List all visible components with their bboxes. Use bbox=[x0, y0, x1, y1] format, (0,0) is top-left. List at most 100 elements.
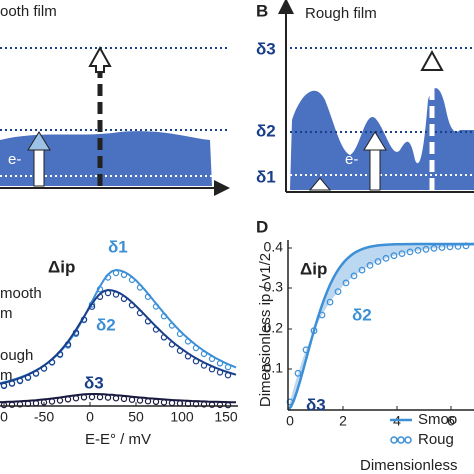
legend-text: Smoo bbox=[418, 411, 457, 428]
panel-label: D bbox=[256, 217, 268, 236]
legend-text: m bbox=[0, 367, 13, 384]
arrow-shaft bbox=[33, 149, 45, 187]
marker bbox=[88, 303, 96, 310]
marker bbox=[136, 397, 144, 404]
marker bbox=[144, 318, 152, 325]
marker bbox=[96, 286, 104, 293]
marker bbox=[152, 326, 160, 333]
marker bbox=[200, 401, 208, 408]
marker bbox=[152, 303, 160, 310]
marker bbox=[144, 293, 152, 300]
x-axis-label: Dimensionless bbox=[360, 457, 458, 474]
delta-3: δ3 bbox=[306, 395, 326, 414]
legend-text: m bbox=[0, 305, 13, 322]
marker bbox=[48, 398, 56, 405]
marker bbox=[374, 258, 382, 265]
marker bbox=[326, 298, 334, 306]
marker bbox=[168, 399, 176, 407]
marker bbox=[144, 398, 152, 405]
marker bbox=[208, 401, 216, 408]
marker bbox=[24, 374, 32, 381]
marker bbox=[366, 262, 374, 269]
x-tick-label: 100 bbox=[170, 409, 194, 425]
marker bbox=[398, 250, 406, 258]
triangle bbox=[308, 177, 332, 191]
marker bbox=[184, 338, 192, 345]
marker bbox=[168, 341, 176, 348]
marker bbox=[160, 313, 168, 320]
marker bbox=[390, 252, 398, 260]
marker bbox=[40, 399, 48, 406]
marker bbox=[200, 350, 208, 358]
marker bbox=[120, 295, 128, 302]
marker bbox=[16, 401, 24, 408]
marker bbox=[16, 377, 24, 385]
y-tick-label: 0.1 bbox=[264, 360, 284, 376]
marker bbox=[454, 242, 462, 250]
x-tick-label: 6 bbox=[447, 413, 455, 429]
marker bbox=[430, 244, 438, 252]
marker bbox=[438, 244, 446, 251]
rough-film bbox=[290, 88, 474, 190]
marker bbox=[80, 316, 88, 323]
marker bbox=[104, 289, 112, 297]
marker bbox=[382, 254, 390, 262]
panel-a-title: ooth film bbox=[0, 3, 57, 20]
marker bbox=[136, 309, 144, 317]
delta-2: δ2 bbox=[352, 305, 372, 324]
marker bbox=[112, 269, 120, 277]
smooth-film bbox=[0, 131, 212, 186]
marker bbox=[208, 355, 216, 363]
marker bbox=[192, 358, 200, 365]
marker bbox=[112, 395, 120, 402]
marker bbox=[64, 396, 72, 403]
marker bbox=[0, 401, 8, 409]
marker bbox=[96, 293, 104, 300]
marker bbox=[72, 395, 80, 402]
electron: e- bbox=[8, 151, 21, 168]
delta-3: δ3 bbox=[84, 373, 104, 392]
marker bbox=[200, 362, 208, 369]
marker bbox=[358, 266, 366, 274]
marker bbox=[112, 291, 120, 298]
shaded-band bbox=[288, 244, 474, 410]
y-tick-label: 0.4 bbox=[264, 239, 284, 255]
marker bbox=[104, 394, 112, 401]
marker bbox=[224, 401, 232, 409]
marker bbox=[184, 353, 192, 360]
arrow-head bbox=[363, 131, 387, 151]
marker bbox=[120, 395, 128, 403]
marker bbox=[192, 344, 200, 352]
marker bbox=[136, 284, 144, 291]
marker bbox=[462, 242, 470, 250]
marker bbox=[48, 358, 56, 366]
marker bbox=[8, 401, 16, 408]
marker bbox=[128, 396, 136, 403]
y-axis-label: Dimensionless ip / v1/2 bbox=[257, 253, 274, 407]
marker bbox=[422, 245, 430, 253]
marker bbox=[350, 272, 358, 280]
panel-c: 0 -50 0 50 100 150 bbox=[0, 268, 238, 425]
delta-ip: Δip bbox=[300, 259, 327, 278]
delta-2: δ2 bbox=[256, 121, 276, 140]
marker bbox=[120, 271, 128, 278]
legend-marker bbox=[390, 436, 398, 444]
arrow-shaft bbox=[369, 149, 381, 191]
marker bbox=[88, 393, 96, 401]
x-tick-label: 0 bbox=[0, 409, 8, 425]
marker bbox=[334, 288, 342, 296]
x-tick-label: 0 bbox=[86, 409, 94, 425]
x-axis-label: E-E° / mV bbox=[85, 431, 151, 448]
legend-text: Roug bbox=[418, 431, 454, 448]
marker bbox=[176, 347, 184, 354]
y-tick-label: 0.2 bbox=[264, 320, 284, 336]
marker bbox=[40, 365, 48, 372]
marker bbox=[168, 322, 176, 329]
marker bbox=[128, 302, 136, 309]
x-tick-label: 50 bbox=[128, 409, 144, 425]
legend-text: ough bbox=[0, 347, 33, 364]
marker bbox=[446, 243, 454, 251]
marker bbox=[216, 369, 224, 376]
x-tick-label: 2 bbox=[339, 413, 347, 429]
